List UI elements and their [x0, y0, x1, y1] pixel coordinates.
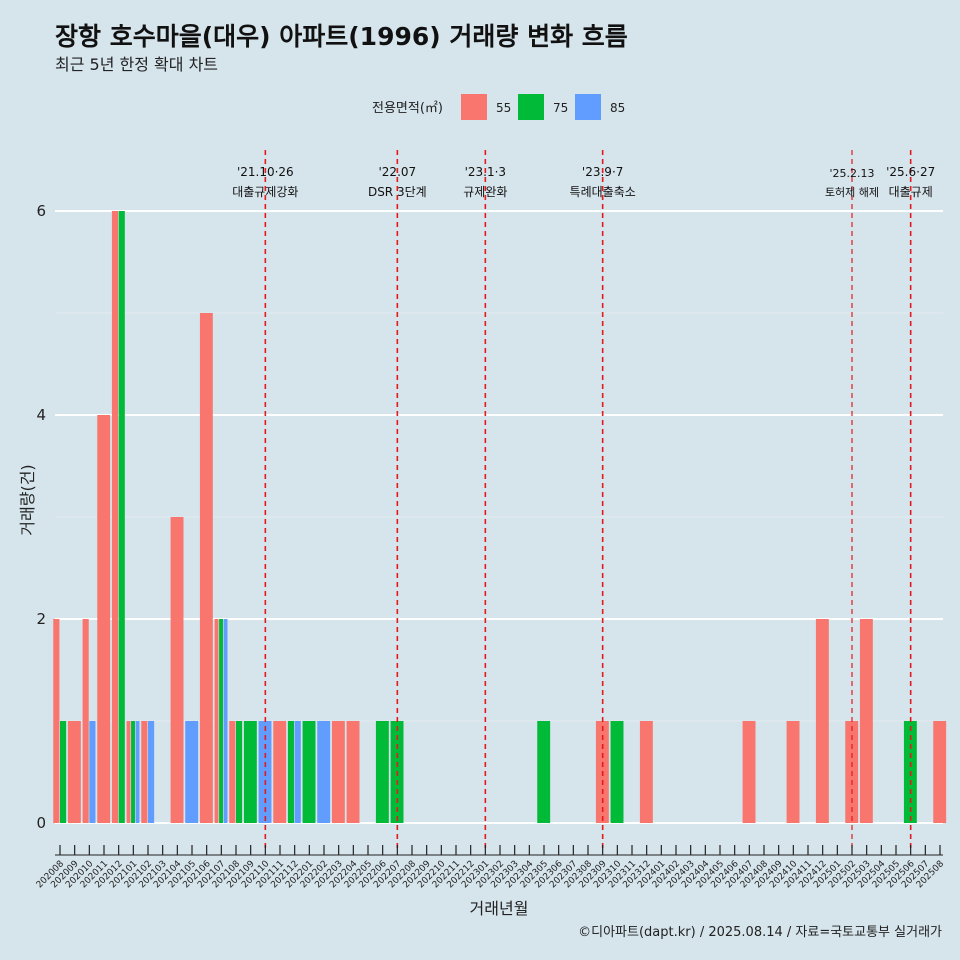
- event-date-label: '25.6·27: [886, 165, 935, 179]
- legend-label-75: 75: [553, 101, 568, 115]
- bar-202108-75: [236, 721, 243, 823]
- bar-202203-55: [331, 721, 345, 823]
- event-label: 특례대출축소: [570, 185, 636, 199]
- event-label: 규제완화: [463, 185, 507, 199]
- y-axis: 0 2 4 6: [36, 202, 46, 832]
- bar-202201-75: [302, 721, 316, 823]
- x-axis: 2020082020092020102020112020122021012021…: [35, 845, 946, 890]
- bar-202102-55: [141, 721, 148, 823]
- event-markers: '21.10·26 대출규제강화 '22.07 DSR 3단계 '23.1·3 규제완화 '…: [232, 150, 935, 852]
- legend-swatch-75: [518, 94, 544, 120]
- bar-202107-55: [214, 619, 219, 823]
- bar-202104-55: [170, 517, 184, 823]
- bar-202112-85: [294, 721, 301, 823]
- bar-202407-55: [742, 721, 756, 823]
- bar-202008-55: [53, 619, 60, 823]
- bar-202012-75: [118, 211, 125, 823]
- y-tick-label: 2: [36, 610, 46, 628]
- bar-202410-55: [786, 721, 800, 823]
- bar-202108-55: [229, 721, 236, 823]
- x-axis-title: 거래년월: [470, 899, 529, 918]
- bar-202412-55: [815, 619, 829, 823]
- bar-202101-55: [126, 721, 131, 823]
- bar-202008-75: [60, 721, 67, 823]
- bars: [53, 211, 947, 823]
- bar-202011-55: [97, 415, 111, 823]
- y-tick-label: 6: [36, 202, 46, 220]
- bar-202312-55: [639, 721, 653, 823]
- bar-202204-55: [346, 721, 360, 823]
- y-axis-title: 거래량(건): [18, 464, 37, 535]
- legend-title: 전용면적(㎡): [372, 101, 443, 116]
- event-date-label: '25.2.13: [829, 167, 874, 180]
- bar-202101-75: [131, 721, 135, 823]
- y-tick-label: 4: [36, 406, 46, 424]
- event-label: 토허제 해제: [825, 185, 879, 199]
- chart-title: 장항 호수마을(대우) 아파트(1996) 거래량 변화 흐름: [55, 22, 628, 51]
- event-label: DSR 3단계: [368, 185, 427, 199]
- event-date-label: '21.10·26: [237, 165, 294, 179]
- event-date-label: '23.1·3: [465, 165, 506, 179]
- bar-202012-55: [111, 211, 119, 823]
- bar-202107-75: [219, 619, 223, 823]
- bar-202010-85: [89, 721, 96, 823]
- y-tick-label: 0: [36, 814, 46, 832]
- bar-202206-75: [375, 721, 389, 823]
- legend-swatch-55: [461, 94, 487, 120]
- chart-subtitle: 최근 5년 한정 확대 차트: [55, 55, 218, 74]
- event-date-label: '22.07: [379, 165, 417, 179]
- event-label: 대출규제: [889, 185, 933, 199]
- legend-label-85: 85: [610, 101, 625, 115]
- bar-202305-75: [537, 721, 551, 823]
- bar-202102-85: [148, 721, 155, 823]
- bar-202508-55: [933, 721, 947, 823]
- bar-202009-55: [67, 721, 81, 823]
- legend-label-55: 55: [496, 101, 511, 115]
- event-date-label: '23.9·7: [582, 165, 623, 179]
- bar-202107-85: [223, 619, 228, 823]
- bar-202109-75: [243, 721, 257, 823]
- event-label: 대출규제강화: [232, 185, 298, 199]
- bar-202101-85: [135, 721, 140, 823]
- bar-202310-75: [610, 721, 624, 823]
- legend-swatch-85: [575, 94, 601, 120]
- bar-202105-85: [185, 721, 199, 823]
- bar-202112-75: [287, 721, 295, 823]
- caption: ©디아파트(dapt.kr) / 2025.08.14 / 자료=국토교통부 실…: [578, 925, 942, 940]
- bar-202503-55: [859, 619, 873, 823]
- bar-202111-55: [273, 721, 287, 823]
- legend: 전용면적(㎡) 55 75 85: [372, 94, 625, 120]
- bar-202202-85: [317, 721, 331, 823]
- bar-202010-55: [82, 619, 89, 823]
- bar-202106-55: [199, 313, 213, 823]
